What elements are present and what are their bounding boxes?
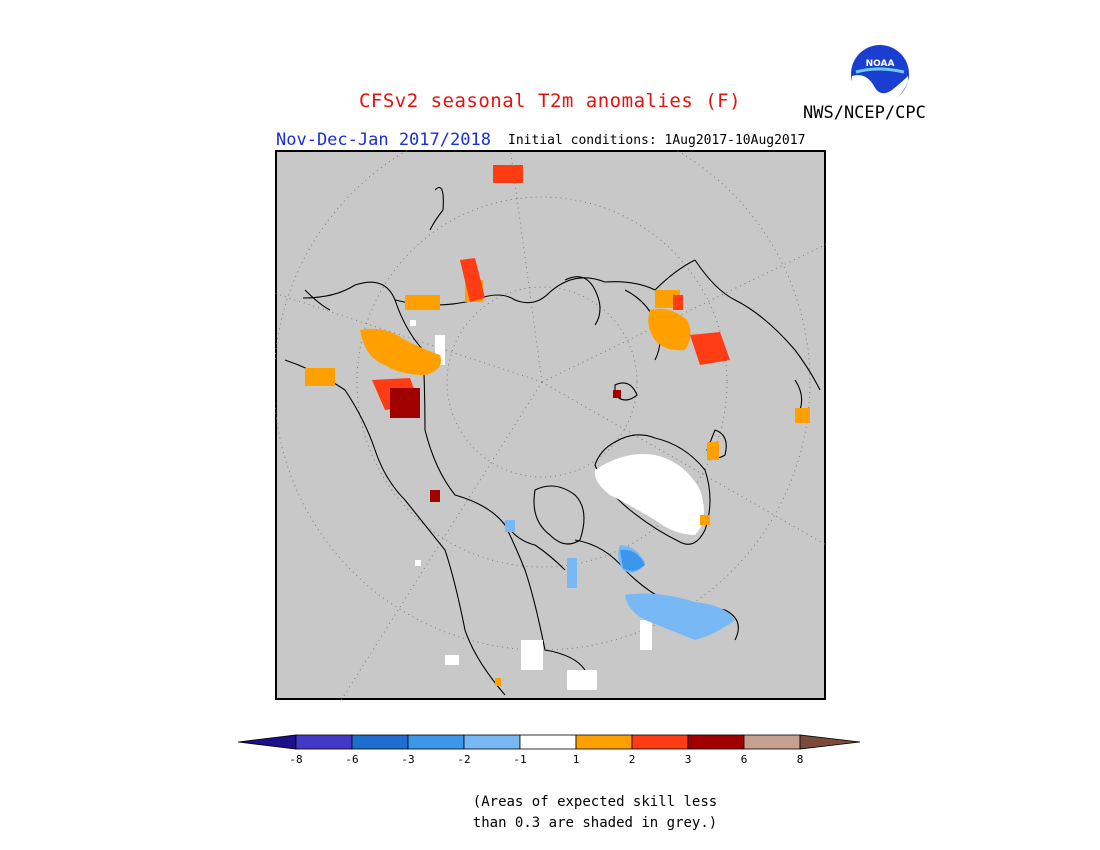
legend-tick: -2 xyxy=(457,753,470,766)
color-scale-legend: -8 -6 -3 -2 -1 1 2 3 6 8 xyxy=(238,734,861,766)
polar-anomaly-map xyxy=(275,150,826,700)
legend-tick: 8 xyxy=(797,753,804,766)
svg-text:NOAA: NOAA xyxy=(866,59,895,69)
legend-tick: 3 xyxy=(685,753,692,766)
initial-conditions-label: Initial conditions: 1Aug2017-10Aug2017 xyxy=(508,133,806,148)
noaa-logo: NOAA xyxy=(849,43,911,105)
legend-tick: -6 xyxy=(345,753,358,766)
skill-footnote: (Areas of expected skill less than 0.3 a… xyxy=(0,792,1100,834)
footnote-line-2: than 0.3 are shaded in grey.) xyxy=(472,815,718,831)
legend-tick: -1 xyxy=(513,753,526,766)
legend-tick: 2 xyxy=(629,753,636,766)
footnote-line-1: (Areas of expected skill less xyxy=(472,794,718,810)
legend-tick: -3 xyxy=(401,753,414,766)
agency-label: NWS/NCEP/CPC xyxy=(803,103,926,123)
season-label: Nov-Dec-Jan 2017/2018 xyxy=(276,130,491,150)
legend-tick: -8 xyxy=(289,753,302,766)
map-title: CFSv2 seasonal T2m anomalies (F) xyxy=(358,90,742,112)
legend-tick: 1 xyxy=(573,753,580,766)
legend-tick: 6 xyxy=(741,753,748,766)
